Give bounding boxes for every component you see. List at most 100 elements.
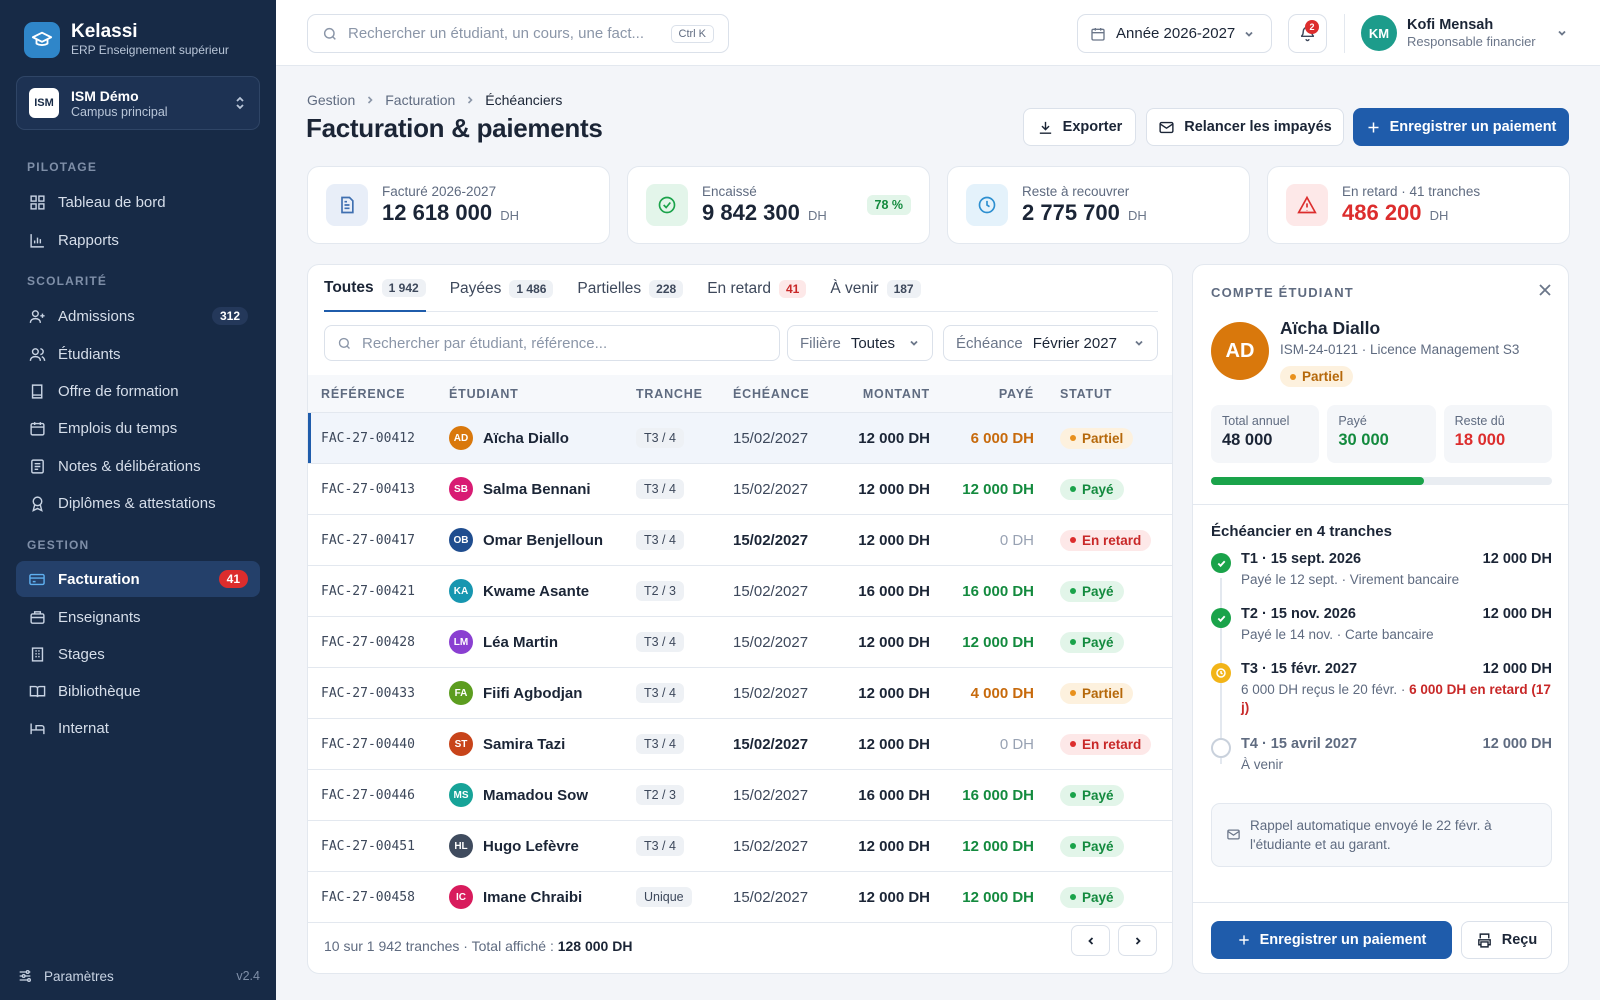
settings-link[interactable]: Paramètres v2.4 bbox=[16, 968, 260, 984]
tab-overdue[interactable]: En retard 41 bbox=[707, 265, 807, 312]
student-cell[interactable]: AD Aïcha Diallo bbox=[449, 413, 569, 463]
filiere-filter[interactable]: Filière Toutes bbox=[787, 325, 933, 361]
kpi-collected: Encaissé 9 842 300 DH 78 % bbox=[627, 166, 930, 244]
breadcrumb-item[interactable]: Gestion bbox=[307, 92, 356, 108]
invoices-card: Toutes 1 942 Payées 1 486 Partielles 228 En… bbox=[307, 264, 1173, 974]
receipt-button[interactable]: Reçu bbox=[1461, 921, 1552, 959]
kpi-label: Reste à recouvrer bbox=[1022, 184, 1130, 199]
sidebar-item-admissions[interactable]: Admissions 312 bbox=[16, 298, 260, 334]
tab-paid[interactable]: Payées 1 486 bbox=[450, 265, 554, 312]
export-button[interactable]: Exporter bbox=[1023, 108, 1136, 146]
tab-label: Toutes bbox=[324, 278, 374, 296]
column-header[interactable]: RÉFÉRENCE bbox=[321, 387, 406, 401]
student-cell[interactable]: MS Mamadou Sow bbox=[449, 770, 588, 820]
sidebar-item-timetable[interactable]: Emplois du temps bbox=[16, 410, 260, 446]
campus-switcher[interactable]: ISM ISM Démo Campus principal bbox=[16, 76, 260, 130]
student-cell[interactable]: IC Imane Chraibi bbox=[449, 872, 582, 922]
column-header[interactable]: TRANCHE bbox=[636, 387, 703, 401]
global-search-input[interactable] bbox=[348, 25, 671, 42]
table-row[interactable]: FAC-27-00417 OB Omar Benjelloun T3 / 4 15/02… bbox=[308, 515, 1172, 566]
status-badge: Payé bbox=[1060, 631, 1124, 653]
tab-upcoming[interactable]: À venir 187 bbox=[830, 265, 921, 312]
sidebar-item-internships[interactable]: Stages bbox=[16, 636, 260, 672]
table-row[interactable]: FAC-27-00440 ST Samira Tazi T3 / 4 15/02/202… bbox=[308, 719, 1172, 770]
installment-pill: Unique bbox=[636, 887, 692, 907]
tab-all[interactable]: Toutes 1 942 bbox=[324, 265, 426, 312]
notifications-button[interactable]: 2 bbox=[1288, 14, 1327, 53]
sidebar-item-grades[interactable]: Notes & délibérations bbox=[16, 448, 260, 484]
table-row[interactable]: FAC-27-00421 KA Kwame Asante T2 / 3 15/02/20… bbox=[308, 566, 1172, 617]
collection-rate-badge: 78 % bbox=[866, 195, 911, 215]
student-cell[interactable]: KA Kwame Asante bbox=[449, 566, 589, 616]
invoice-reference[interactable]: FAC-27-00428 bbox=[321, 634, 415, 650]
app-name: Kelassi bbox=[71, 21, 138, 42]
table-row[interactable]: FAC-27-00433 FA Fiifi Agbodjan T3 / 4 15/02/… bbox=[308, 668, 1172, 719]
table-row[interactable]: FAC-27-00446 MS Mamadou Sow T2 / 3 15/02/202… bbox=[308, 770, 1172, 821]
table-search-input[interactable] bbox=[362, 334, 767, 352]
student-cell[interactable]: SB Salma Bennani bbox=[449, 464, 591, 514]
column-header[interactable]: MONTANT bbox=[862, 387, 930, 401]
table-row[interactable]: FAC-27-00458 IC Imane Chraibi Unique 15/02/2… bbox=[308, 872, 1172, 923]
paid-amount: 16 000 DH bbox=[962, 582, 1034, 600]
sidebar-item-library[interactable]: Bibliothèque bbox=[16, 673, 260, 709]
kpi-label: Encaissé bbox=[702, 184, 757, 199]
table-row[interactable]: FAC-27-00413 SB Salma Bennani T3 / 4 15/02/2… bbox=[308, 464, 1172, 515]
status-label: Payé bbox=[1082, 787, 1114, 803]
invoice-reference[interactable]: FAC-27-00451 bbox=[321, 838, 415, 854]
avatar: IC bbox=[449, 885, 473, 909]
sidebar-item-label: Tableau de bord bbox=[58, 193, 166, 211]
record-payment-button[interactable]: Enregistrer un paiement bbox=[1353, 108, 1569, 146]
remind-unpaid-button[interactable]: Relancer les impayés bbox=[1146, 108, 1344, 146]
column-header[interactable]: ÉCHÉANCE bbox=[733, 387, 810, 401]
panel-record-payment-button[interactable]: Enregistrer un paiement bbox=[1211, 921, 1452, 959]
table-row[interactable]: FAC-27-00412 AD Aïcha Diallo T3 / 4 15/02/20… bbox=[308, 413, 1172, 464]
table-search[interactable] bbox=[324, 325, 780, 361]
next-page-button[interactable] bbox=[1118, 925, 1157, 956]
table-row[interactable]: FAC-27-00428 LM Léa Martin T3 / 4 15/02/2027… bbox=[308, 617, 1172, 668]
card-icon bbox=[28, 570, 46, 588]
tab-partial[interactable]: Partielles 228 bbox=[577, 265, 684, 312]
invoice-reference[interactable]: FAC-27-00421 bbox=[321, 583, 415, 599]
sidebar-item-reports[interactable]: Rapports bbox=[16, 222, 260, 258]
invoice-reference[interactable]: FAC-27-00412 bbox=[321, 430, 415, 446]
invoice-reference[interactable]: FAC-27-00413 bbox=[321, 481, 415, 497]
student-cell[interactable]: FA Fiifi Agbodjan bbox=[449, 668, 582, 718]
year-selector[interactable]: Année 2026-2027 bbox=[1077, 14, 1272, 53]
due-date-filter[interactable]: Échéance Février 2027 bbox=[943, 325, 1158, 361]
table-row[interactable]: FAC-27-00451 HL Hugo Lefèvre T3 / 4 15/02/20… bbox=[308, 821, 1172, 872]
breadcrumb-item[interactable]: Facturation bbox=[385, 92, 456, 108]
sidebar-item-dashboard[interactable]: Tableau de bord bbox=[16, 184, 260, 220]
invoice-reference[interactable]: FAC-27-00446 bbox=[321, 787, 415, 803]
sidebar-item-students[interactable]: Étudiants bbox=[16, 336, 260, 372]
column-header[interactable]: STATUT bbox=[1060, 387, 1113, 401]
prev-page-button[interactable] bbox=[1071, 925, 1110, 956]
student-cell[interactable]: HL Hugo Lefèvre bbox=[449, 821, 579, 871]
global-search[interactable]: Ctrl K bbox=[307, 14, 729, 53]
column-header[interactable]: PAYÉ bbox=[998, 387, 1034, 401]
column-header[interactable]: ÉTUDIANT bbox=[449, 387, 519, 401]
invoice-reference[interactable]: FAC-27-00417 bbox=[321, 532, 415, 548]
paid-amount: 12 000 DH bbox=[962, 633, 1034, 651]
invoice-reference[interactable]: FAC-27-00458 bbox=[321, 889, 415, 905]
sidebar-item-programs[interactable]: Offre de formation bbox=[16, 373, 260, 409]
mail-icon bbox=[1226, 827, 1241, 842]
invoice-reference[interactable]: FAC-27-00440 bbox=[321, 736, 415, 752]
tab-count: 1 942 bbox=[381, 278, 426, 297]
users-icon bbox=[28, 345, 46, 363]
user-menu[interactable]: KM Kofi Mensah Responsable financier bbox=[1361, 15, 1568, 51]
student-cell[interactable]: OB Omar Benjelloun bbox=[449, 515, 603, 565]
student-name: Samira Tazi bbox=[483, 735, 566, 753]
app-version: v2.4 bbox=[236, 969, 260, 983]
sidebar-item-billing[interactable]: Facturation 41 bbox=[16, 561, 260, 597]
student-cell[interactable]: LM Léa Martin bbox=[449, 617, 558, 667]
installment-pill: T3 / 4 bbox=[636, 836, 684, 856]
sidebar-item-housing[interactable]: Internat bbox=[16, 710, 260, 746]
sidebar-item-diplomas[interactable]: Diplômes & attestations bbox=[16, 485, 260, 521]
brand[interactable]: Kelassi ERP Enseignement supérieur bbox=[24, 21, 229, 58]
close-icon[interactable] bbox=[1538, 283, 1552, 297]
notes-icon bbox=[28, 457, 46, 475]
student-cell[interactable]: ST Samira Tazi bbox=[449, 719, 565, 769]
invoice-reference[interactable]: FAC-27-00433 bbox=[321, 685, 415, 701]
kpi-billed: Facturé 2026-2027 12 618 000 DH bbox=[307, 166, 610, 244]
sidebar-item-teachers[interactable]: Enseignants bbox=[16, 599, 260, 635]
